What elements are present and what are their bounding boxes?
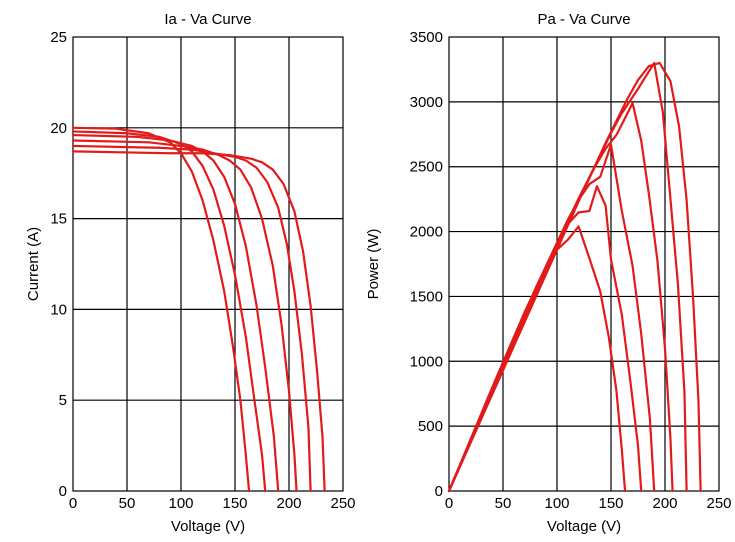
y-tick-label: 20: [50, 120, 67, 137]
x-tick-label: 100: [544, 495, 569, 512]
x-tick-label: 0: [69, 495, 77, 512]
curves: [447, 61, 702, 493]
x-tick-label: 200: [652, 495, 677, 512]
x-axis-label: Voltage (V): [547, 518, 621, 535]
y-tick-label: 25: [50, 29, 67, 46]
x-tick-label: 100: [168, 495, 193, 512]
y-tick-label: 3000: [410, 94, 443, 111]
tick-labels: 0 50 100 150 200 2500500100015002000250030003…: [410, 29, 732, 512]
x-tick-label: 250: [330, 495, 355, 512]
x-tick-label: 150: [222, 495, 247, 512]
power-voltage-chart: Pa - Va Curve Voltage (V) Power (W) 0 50 1…: [365, 11, 732, 535]
y-tick-label: 1500: [410, 288, 443, 305]
series-line: [447, 61, 688, 493]
series-line: [447, 225, 627, 493]
y-tick-label: 3500: [410, 29, 443, 46]
series-line: [71, 126, 251, 493]
y-axis-label: Power (W): [365, 229, 382, 300]
grid-lines: [73, 37, 343, 491]
series-line: [71, 130, 267, 493]
y-tick-label: 2000: [410, 224, 443, 241]
y-tick-label: 2500: [410, 159, 443, 176]
chart-title: Pa - Va Curve: [537, 11, 630, 28]
grid-lines: [449, 37, 719, 491]
plot-frame: [448, 36, 720, 492]
y-tick-label: 1000: [410, 353, 443, 370]
tick-labels: 0 50 100 150 200 250 0 5 10 15 20 25: [50, 29, 355, 512]
series-line: [71, 133, 280, 493]
y-tick-label: 5: [59, 392, 67, 409]
y-tick-label: 500: [418, 418, 443, 435]
x-tick-label: 250: [706, 495, 731, 512]
series-line: [447, 102, 674, 493]
y-tick-label: 10: [50, 301, 67, 318]
x-tick-label: 0: [445, 495, 453, 512]
y-tick-label: 0: [435, 483, 443, 500]
x-tick-label: 200: [276, 495, 301, 512]
current-voltage-chart: Ia - Va Curve Voltage (V) Current (A) 0 5…: [25, 11, 356, 535]
x-tick-label: 50: [495, 495, 512, 512]
chart-title: Ia - Va Curve: [164, 11, 251, 28]
series-line: [71, 150, 326, 493]
series-line: [447, 143, 656, 493]
series-line: [71, 139, 298, 493]
x-tick-label: 50: [119, 495, 136, 512]
x-tick-label: 150: [598, 495, 623, 512]
curves: [71, 126, 326, 493]
x-axis-label: Voltage (V): [171, 518, 245, 535]
series-line: [447, 61, 702, 493]
series-line: [71, 144, 312, 493]
y-tick-label: 15: [50, 211, 67, 228]
y-axis-label: Current (A): [25, 227, 42, 301]
y-tick-label: 0: [59, 483, 67, 500]
plot-frame: [72, 36, 344, 492]
